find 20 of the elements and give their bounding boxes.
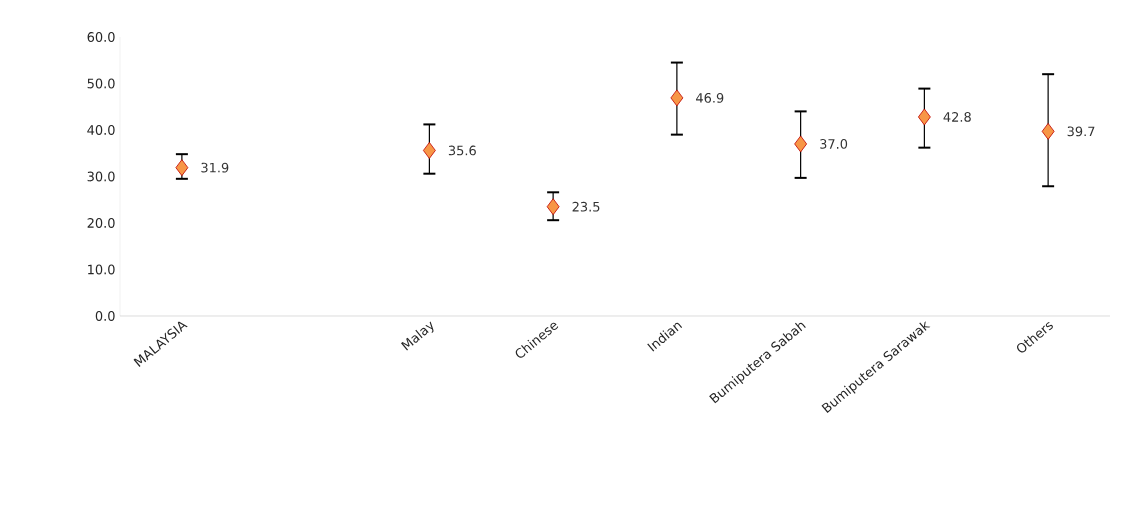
data-label: 37.0 [820,139,848,149]
point [670,89,684,107]
data-label: 42.8 [943,112,971,122]
y-tick-label: 60.0 [87,32,115,42]
point [422,142,436,159]
data-label: 35.6 [448,145,476,156]
data-label: 46.9 [696,93,724,103]
y-tick-label: 10.0 [88,264,115,275]
data-label: 23.5 [572,201,600,212]
point [546,198,560,216]
point [917,108,931,126]
point [1041,122,1055,140]
y-tick-label: 50.0 [87,78,115,89]
data-label: 39.7 [1067,126,1095,137]
y-tick-label: 30.0 [87,171,115,182]
y-tick-label: 20.0 [87,218,115,228]
y-tick-label: 40.0 [87,125,115,135]
y-tick-label: 0.0 [95,311,115,321]
data-label: 31.9 [201,162,229,173]
point [794,135,808,153]
